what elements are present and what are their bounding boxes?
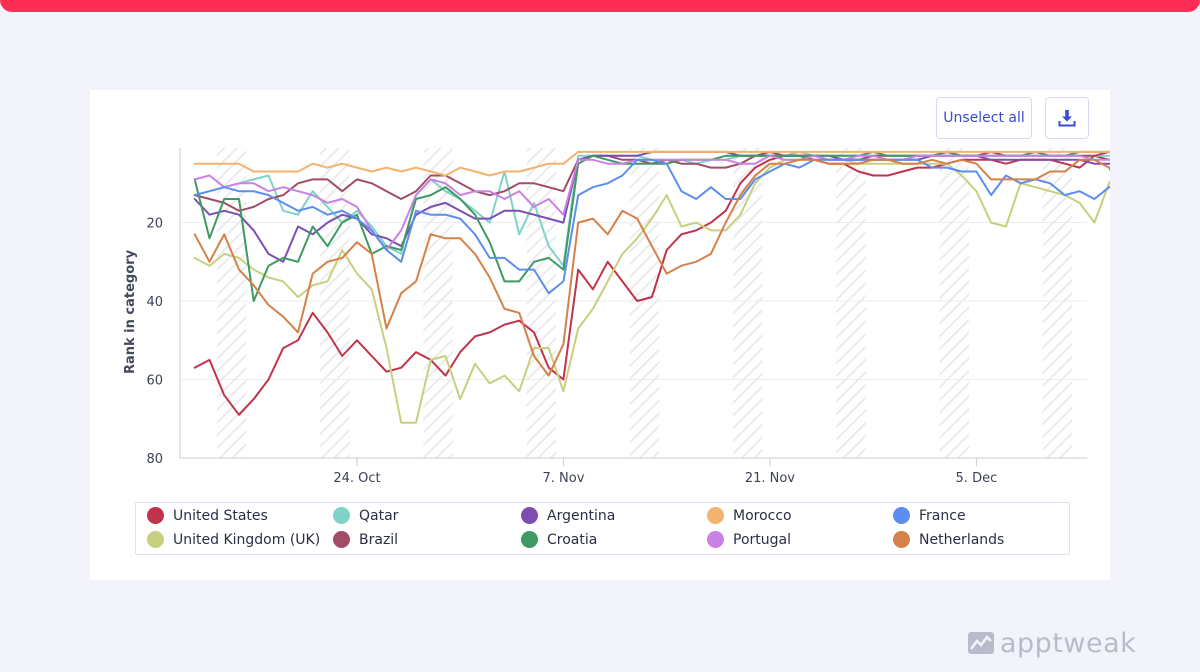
- y-tick-label: 20: [146, 217, 163, 232]
- legend-color-dot: [333, 507, 350, 524]
- y-tick-label: 40: [146, 295, 163, 310]
- x-tick-label: 21. Nov: [745, 471, 795, 486]
- legend-color-dot: [707, 507, 724, 524]
- download-button[interactable]: [1045, 97, 1089, 139]
- y-axis-title: Rank in category: [123, 249, 138, 374]
- chart-card: Unselect all 20 40 60 80 24. Oct 7. Nov 21. No…: [90, 90, 1110, 580]
- legend-color-dot: [707, 531, 724, 548]
- legend-item-argentina[interactable]: Argentina: [521, 507, 615, 524]
- x-tick-label: 24. Oct: [333, 471, 380, 486]
- legend-item-morocco[interactable]: Morocco: [707, 507, 792, 524]
- weekend-band: [423, 148, 453, 458]
- legend-label: Qatar: [359, 507, 399, 524]
- legend-label: United States: [173, 507, 268, 524]
- legend-label: United Kingdom (UK): [173, 531, 321, 548]
- weekend-band: [836, 148, 866, 458]
- series-line-united-kingdom-uk[interactable]: [193, 156, 1110, 424]
- x-tick-label: 5. Dec: [956, 471, 998, 486]
- legend-color-dot: [521, 531, 538, 548]
- legend-label: Morocco: [733, 507, 792, 524]
- legend-label: Croatia: [547, 531, 598, 548]
- rank-line-chart: 20 40 60 80 24. Oct 7. Nov 21. Nov 5. Dec Rank …: [123, 148, 1110, 486]
- series-line-united-states[interactable]: [193, 154, 1110, 416]
- legend-color-dot: [147, 531, 164, 548]
- weekend-band: [1042, 148, 1073, 458]
- brand-name: apptweak: [1000, 627, 1137, 659]
- download-icon: [1058, 110, 1076, 127]
- legend-item-united-kingdom-uk[interactable]: United Kingdom (UK): [147, 531, 320, 548]
- brand-watermark: apptweak: [968, 627, 1136, 659]
- y-tick-label: 60: [146, 374, 163, 389]
- series-line-morocco[interactable]: [193, 150, 1110, 177]
- x-tick-label: 7. Nov: [542, 471, 584, 486]
- top-accent-bar: [0, 0, 1200, 12]
- series-line-france[interactable]: [193, 156, 1110, 295]
- legend-color-dot: [147, 507, 164, 524]
- legend-color-dot: [893, 531, 910, 548]
- legend-label: Argentina: [547, 507, 616, 524]
- weekend-band: [526, 148, 557, 458]
- chart-legend: United States Qatar Argentina Morocco France…: [135, 502, 1070, 555]
- legend-item-qatar[interactable]: Qatar: [333, 507, 398, 524]
- y-tick-label: 80: [146, 452, 163, 467]
- legend-item-croatia[interactable]: Croatia: [521, 531, 597, 548]
- legend-item-united-states[interactable]: United States: [147, 507, 268, 524]
- legend-label: Netherlands: [919, 531, 1005, 548]
- legend-item-netherlands[interactable]: Netherlands: [893, 531, 1004, 548]
- weekend-band: [733, 148, 763, 458]
- weekend-band: [939, 148, 970, 458]
- weekend-band: [320, 148, 350, 458]
- unselect-all-button[interactable]: Unselect all: [936, 97, 1032, 139]
- legend-label: Brazil: [359, 531, 399, 548]
- legend-color-dot: [333, 531, 350, 548]
- legend-item-brazil[interactable]: Brazil: [333, 531, 398, 548]
- legend-item-portugal[interactable]: Portugal: [707, 531, 791, 548]
- legend-label: Portugal: [733, 531, 791, 548]
- series-line-netherlands[interactable]: [193, 156, 1110, 377]
- legend-label: France: [919, 507, 966, 524]
- apptweak-logo-icon: [968, 632, 994, 654]
- weekend-band: [629, 148, 660, 458]
- legend-color-dot: [893, 507, 910, 524]
- legend-color-dot: [521, 507, 538, 524]
- legend-item-france[interactable]: France: [893, 507, 966, 524]
